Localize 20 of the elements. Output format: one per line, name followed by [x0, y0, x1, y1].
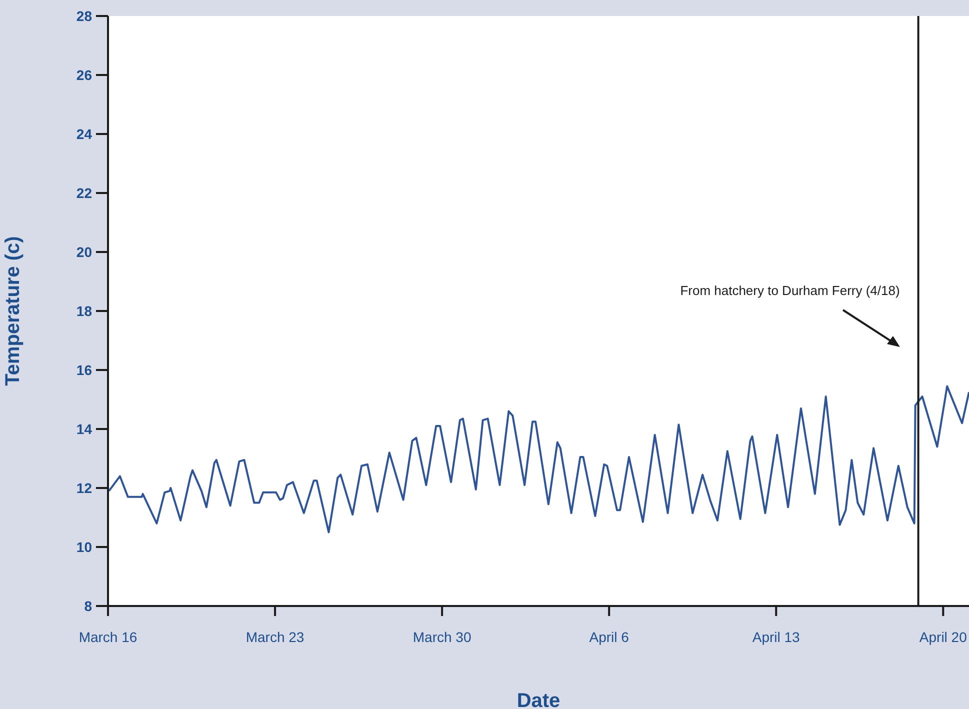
x-tick-label: April 6	[589, 628, 630, 645]
y-tick-label: 10	[76, 538, 92, 555]
y-tick-label: 18	[76, 302, 92, 319]
y-tick-label: 12	[76, 480, 92, 496]
y-tick-label: 22	[76, 184, 92, 201]
y-tick-label: 14	[76, 420, 92, 437]
x-tick-label: March 16	[78, 628, 138, 645]
x-axis-title: Date	[516, 690, 560, 709]
x-tick-label: March 23	[246, 628, 304, 645]
y-tick-label: 20	[76, 244, 92, 260]
x-tick-label: March 30	[412, 628, 472, 645]
x-tick-label: April 13	[752, 628, 800, 645]
y-axis-title: Temperature (c)	[2, 236, 24, 386]
x-tick-label: April 20	[919, 628, 968, 645]
y-tick-label: 24	[76, 126, 92, 142]
y-tick-label: 26	[76, 66, 92, 83]
y-tick-label: 28	[76, 8, 92, 24]
annotation: From hatchery to Durham Ferry (4/18)	[679, 283, 901, 298]
y-tick-label: 8	[84, 598, 92, 614]
y-tick-label: 16	[76, 362, 92, 378]
